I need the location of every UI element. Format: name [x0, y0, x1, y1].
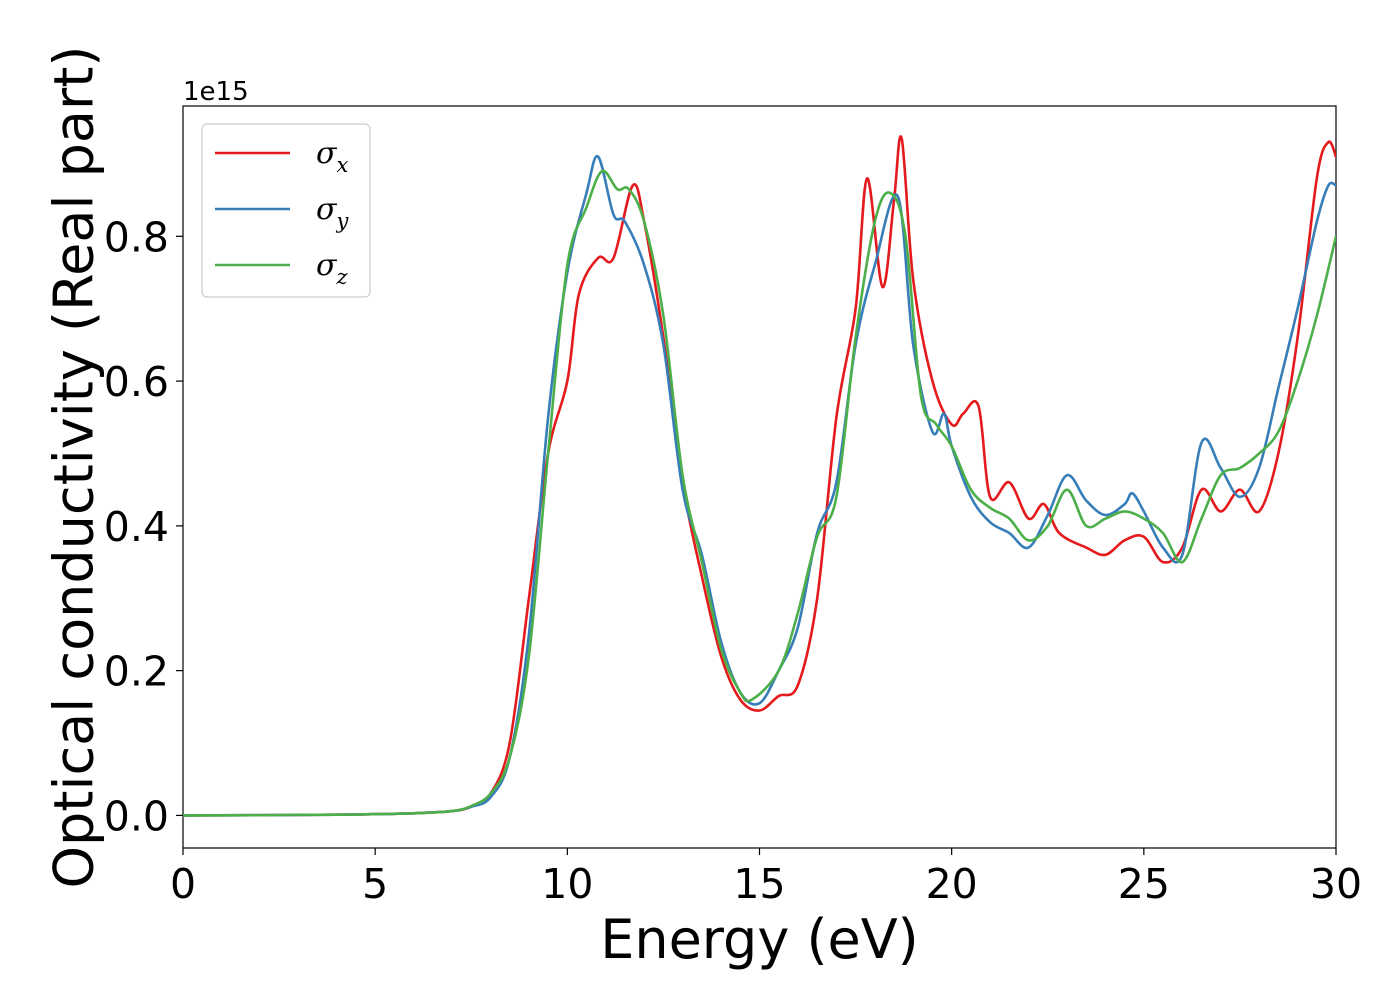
x-tick-label: 25 — [1118, 860, 1170, 908]
x-tick-label: 0 — [170, 860, 196, 908]
legend-label: σx — [316, 136, 348, 177]
legend-entry-sigma-y: σy — [215, 192, 349, 233]
x-tick-label: 30 — [1310, 860, 1362, 908]
y-tick-label: 0.8 — [104, 213, 169, 261]
legend-label: σy — [316, 192, 349, 233]
y-tick-label: 0.6 — [104, 358, 169, 406]
y-tick-label: 0.0 — [104, 792, 169, 840]
x-axis-title: Energy (eV) — [600, 908, 919, 971]
x-tick-label: 20 — [926, 860, 978, 908]
x-tick-label: 5 — [362, 860, 388, 908]
series-line-sigma-z — [183, 169, 1336, 817]
x-axis-ticks: 0 5 10 15 20 25 30 — [170, 848, 1362, 908]
y-tick-label: 0.4 — [104, 503, 169, 551]
y-axis-ticks: 0.0 0.2 0.4 0.6 0.8 — [104, 213, 183, 840]
x-tick-label: 15 — [733, 860, 785, 908]
legend-box — [201, 123, 371, 298]
y-axis-title: Optical conductivity (Real part) — [43, 46, 106, 889]
legend-entry-sigma-x: σx — [215, 136, 348, 177]
series-line-sigma-y — [183, 155, 1336, 817]
series-lines — [183, 135, 1336, 817]
x-tick-label: 10 — [541, 860, 593, 908]
y-tick-label: 0.2 — [104, 648, 169, 696]
y-offset-label: 1e15 — [183, 77, 249, 107]
